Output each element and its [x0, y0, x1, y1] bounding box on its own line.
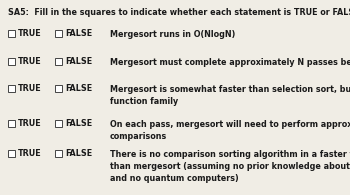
Text: SA5:  Fill in the squares to indicate whether each statement is TRUE or FALSE:: SA5: Fill in the squares to indicate whe…	[8, 8, 350, 17]
Bar	[55, 150, 62, 157]
Text: TRUE: TRUE	[18, 84, 42, 93]
Text: TRUE: TRUE	[18, 149, 42, 158]
Text: FALSE: FALSE	[65, 84, 92, 93]
Text: Mergesort runs in O(NlogN): Mergesort runs in O(NlogN)	[110, 30, 235, 39]
Text: On each pass, mergesort will need to perform approximately logN
comparisons: On each pass, mergesort will need to per…	[110, 120, 350, 141]
Bar	[8, 30, 15, 37]
Bar	[55, 58, 62, 65]
Text: FALSE: FALSE	[65, 57, 92, 66]
Text: FALSE: FALSE	[65, 149, 92, 158]
Text: Mergesort must complete approximately N passes before a list is sorted: Mergesort must complete approximately N …	[110, 58, 350, 67]
Bar	[8, 85, 15, 92]
Text: FALSE: FALSE	[65, 29, 92, 38]
Text: Mergesort is somewhat faster than selection sort, but in the same Big O
function: Mergesort is somewhat faster than select…	[110, 85, 350, 106]
Bar	[8, 58, 15, 65]
Bar	[55, 85, 62, 92]
Text: There is no comparison sorting algorithm in a faster function family
than merges: There is no comparison sorting algorithm…	[110, 150, 350, 183]
Text: TRUE: TRUE	[18, 119, 42, 128]
Text: FALSE: FALSE	[65, 119, 92, 128]
Bar	[55, 120, 62, 127]
Text: TRUE: TRUE	[18, 57, 42, 66]
Bar	[8, 120, 15, 127]
Bar	[55, 30, 62, 37]
Bar	[8, 150, 15, 157]
Text: TRUE: TRUE	[18, 29, 42, 38]
